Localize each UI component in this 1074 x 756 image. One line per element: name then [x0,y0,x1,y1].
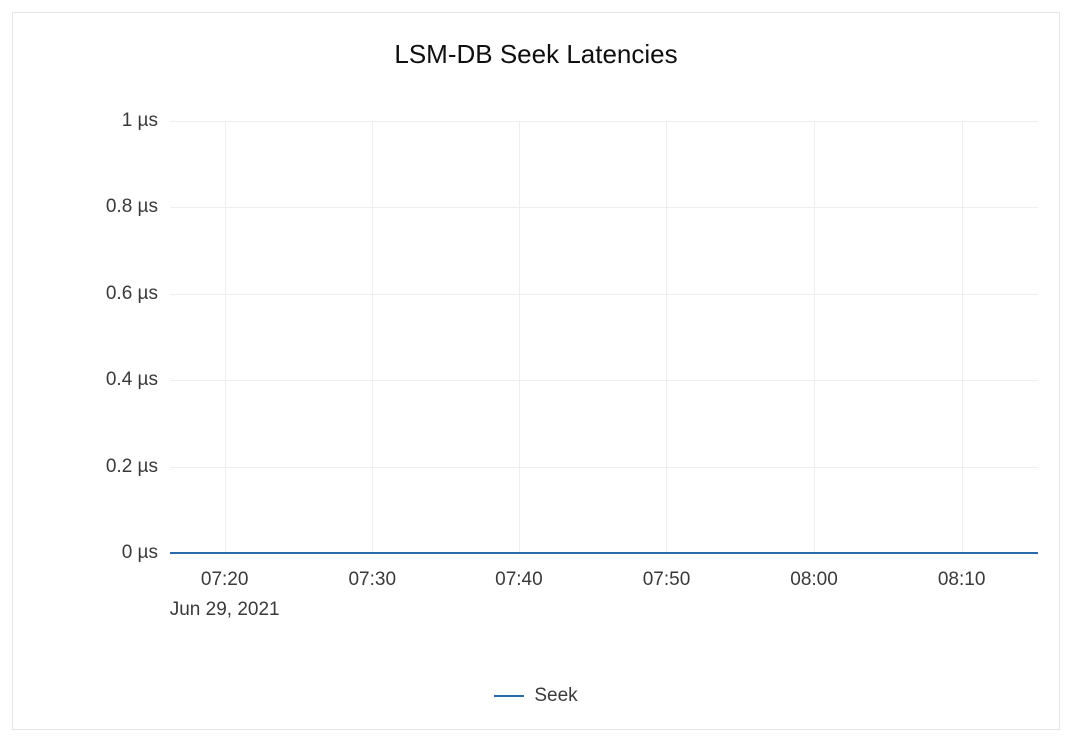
y-tick-label: 0.4 µs [106,369,158,391]
plot-area: 0 µs0.2 µs0.4 µs0.6 µs0.8 µs1 µs07:20Jun… [170,121,1038,553]
chart-title: LSM-DB Seek Latencies [13,39,1059,70]
y-tick-label: 1 µs [122,110,158,132]
gridline-v [225,121,226,553]
legend-label-seek: Seek [534,685,577,707]
y-tick-label: 0.6 µs [106,283,158,305]
gridline-v [666,121,667,553]
gridline-v [372,121,373,553]
series-line-seek [170,552,1038,554]
legend: Seek [13,685,1059,707]
gridline-h [170,380,1038,381]
x-tick-label: 08:00 [790,569,838,591]
gridline-v [962,121,963,553]
x-tick-label: 08:10 [938,569,986,591]
x-tick-label: 07:30 [348,569,396,591]
x-tick-label: 07:40 [495,569,543,591]
x-tick-sublabel: Jun 29, 2021 [170,599,280,621]
gridline-h [170,207,1038,208]
chart-panel: LSM-DB Seek Latencies 0 µs0.2 µs0.4 µs0.… [12,12,1060,730]
y-tick-label: 0 µs [122,542,158,564]
gridline-h [170,467,1038,468]
y-tick-label: 0.8 µs [106,196,158,218]
legend-swatch-seek [494,695,524,697]
gridline-v [519,121,520,553]
x-tick-label: 07:50 [643,569,691,591]
gridline-h [170,121,1038,122]
y-tick-label: 0.2 µs [106,456,158,478]
gridline-h [170,294,1038,295]
x-tick-label: 07:20 [201,569,249,591]
gridline-v [814,121,815,553]
